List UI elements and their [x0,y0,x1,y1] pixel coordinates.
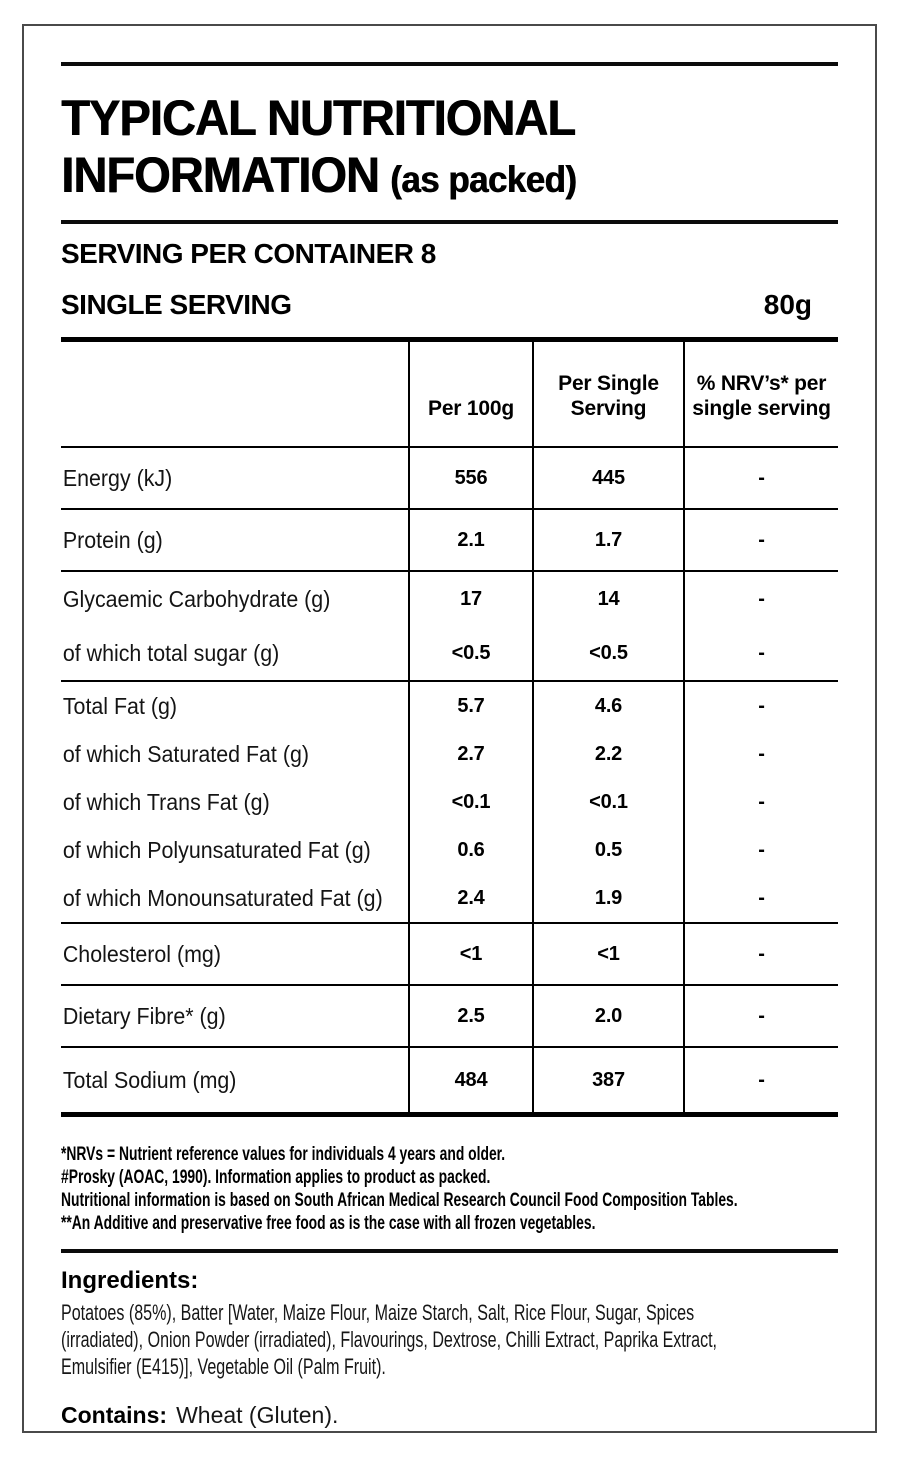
row-label: of which total sugar (g) [62,639,280,666]
value-per-serving: 1.7 [532,510,683,570]
footnote-nrv: *NRVs = Nutrient reference values for in… [61,1144,506,1165]
value-per-100g: 2.7 [408,730,532,778]
value-nrv: - [683,778,838,826]
value-nrv: - [683,730,838,778]
value-per-serving: 2.2 [532,730,683,778]
title-divider-rule [61,220,838,224]
value-per-serving: 4.6 [532,682,683,730]
label-title: TYPICAL NUTRITIONAL INFORMATION (as packe… [61,90,791,208]
row-label: of which Polyunsaturated Fat (g) [62,836,371,863]
title-line-2: INFORMATION [61,147,380,203]
table-row-cholesterol: Cholesterol (mg) <1 <1 - [61,922,838,984]
row-label: of which Monounsaturated Fat (g) [62,884,383,911]
contains-value: Wheat (Gluten). [176,1402,339,1428]
footnotes-divider-rule [61,1249,838,1253]
column-header-per-100g: Per 100g [428,397,514,420]
value-nrv: - [683,986,838,1046]
row-label: Protein (g) [62,526,163,553]
title-line-1: TYPICAL NUTRITIONAL [61,90,576,146]
ingredients-line: (irradiated), Onion Powder (irradiated),… [61,1327,718,1352]
value-per-serving: <0.1 [532,778,683,826]
value-nrv: - [683,826,838,874]
value-per-100g: 5.7 [408,682,532,730]
value-nrv: - [683,448,838,508]
value-per-100g: 17 [408,572,532,626]
column-header-per-serving: Per Single Serving [558,372,659,420]
footnote-source: Nutritional information is based on Sout… [61,1190,738,1211]
value-nrv: - [683,626,838,680]
allergen-statement: Contains: Wheat (Gluten). [61,1401,838,1429]
table-row-protein: Protein (g) 2.1 1.7 - [61,508,838,570]
ingredients-heading: Ingredients: [61,1267,199,1294]
table-row-polyunsaturated-fat: of which Polyunsaturated Fat (g) 0.6 0.5… [61,826,838,874]
value-per-serving: 14 [532,572,683,626]
value-per-100g: <0.1 [408,778,532,826]
single-serving-row: SINGLE SERVING 80g [61,289,838,321]
value-per-100g: 2.4 [408,874,532,922]
title-note: (as packed) [390,159,577,200]
table-row-energy: Energy (kJ) 556 445 - [61,448,838,508]
row-label: Total Sodium (mg) [62,1066,237,1093]
value-nrv: - [683,510,838,570]
value-per-100g: <0.5 [408,626,532,680]
value-per-serving: 0.5 [532,826,683,874]
contains-label: Contains: [61,1402,168,1428]
value-per-100g: <1 [408,924,532,984]
value-per-serving: <0.5 [532,626,683,680]
single-serving-value: 80g [763,289,812,320]
value-per-100g: 2.5 [408,986,532,1046]
value-per-serving: <1 [532,924,683,984]
value-nrv: - [683,1048,838,1112]
single-serving-label: SINGLE SERVING [61,289,292,320]
value-per-100g: 556 [408,448,532,508]
row-label: Glycaemic Carbohydrate (g) [62,585,331,612]
table-row-trans-fat: of which Trans Fat (g) <0.1 <0.1 - [61,778,838,826]
value-per-serving: 445 [532,448,683,508]
table-row-total-sodium: Total Sodium (mg) 484 387 - [61,1046,838,1112]
row-label: Energy (kJ) [62,464,173,491]
table-row-dietary-fibre: Dietary Fibre* (g) 2.5 2.0 - [61,984,838,1046]
table-row-total-sugar: of which total sugar (g) <0.5 <0.5 - [61,626,838,680]
row-label: Cholesterol (mg) [62,940,221,967]
footnote-additive: **An Additive and preservative free food… [61,1213,596,1234]
row-label: of which Trans Fat (g) [62,788,270,815]
value-per-100g: 484 [408,1048,532,1112]
value-nrv: - [683,572,838,626]
table-row-monounsaturated-fat: of which Monounsaturated Fat (g) 2.4 1.9… [61,874,838,922]
value-per-100g: 2.1 [408,510,532,570]
value-per-serving: 2.0 [532,986,683,1046]
nutrition-table: Per 100g Per Single Serving % NRV’s* per… [61,337,838,1117]
ingredients-line: Potatoes (85%), Batter [Water, Maize Flo… [61,1300,695,1325]
row-label: of which Saturated Fat (g) [62,740,309,767]
table-row-glycaemic-carbohydrate: Glycaemic Carbohydrate (g) 17 14 - [61,570,838,626]
header-empty-cell [61,342,408,446]
value-nrv: - [683,874,838,922]
top-divider-rule [61,62,838,66]
row-label: Total Fat (g) [62,692,177,719]
row-label: Dietary Fibre* (g) [62,1002,226,1029]
table-row-total-fat: Total Fat (g) 5.7 4.6 - [61,680,838,730]
footnote-prosky: #Prosky (AOAC, 1990). Information applie… [61,1167,491,1188]
value-per-100g: 0.6 [408,826,532,874]
value-nrv: - [683,682,838,730]
value-per-serving: 1.9 [532,874,683,922]
footnotes: *NRVs = Nutrient reference values for in… [61,1143,837,1235]
label-frame: TYPICAL NUTRITIONAL INFORMATION (as packe… [22,24,877,1433]
ingredients-text: Potatoes (85%), Batter [Water, Maize Flo… [61,1299,837,1380]
table-header-row: Per 100g Per Single Serving % NRV’s* per… [61,342,838,448]
ingredients-line: Emulsifier (E415)], Vegetable Oil (Palm … [61,1354,386,1379]
column-header-nrv: % NRV’s* per single serving [692,372,831,420]
servings-per-container: SERVING PER CONTAINER 8 [61,238,436,269]
value-per-serving: 387 [532,1048,683,1112]
table-row-saturated-fat: of which Saturated Fat (g) 2.7 2.2 - [61,730,838,778]
value-nrv: - [683,924,838,984]
